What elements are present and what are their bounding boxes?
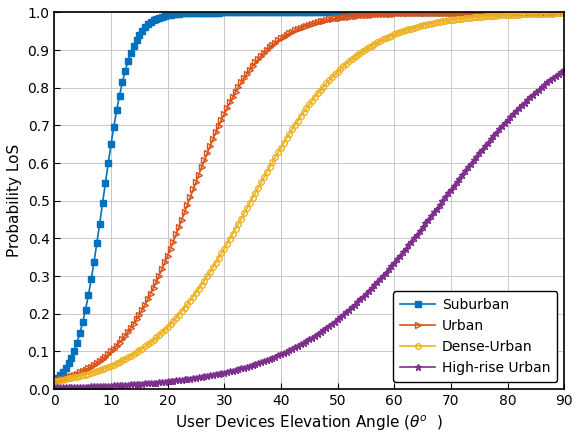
X-axis label: User Devices Elevation Angle ($\theta^o$  ): User Devices Elevation Angle ($\theta^o$… xyxy=(175,414,443,433)
Urban xyxy=(390,11,397,16)
Legend: Suburban, Urban, Dense-Urban, High-rise Urban: Suburban, Urban, Dense-Urban, High-rise … xyxy=(393,291,557,382)
High-rise Urban xyxy=(222,370,229,375)
Dense-Urban xyxy=(222,244,229,249)
Urban xyxy=(434,10,441,15)
Urban xyxy=(222,109,229,114)
Dense-Urban xyxy=(118,359,125,364)
Line: Dense-Urban: Dense-Urban xyxy=(52,11,567,384)
Dense-Urban xyxy=(434,20,441,25)
Dense-Urban xyxy=(390,32,397,37)
Line: Urban: Urban xyxy=(51,9,568,384)
Suburban xyxy=(118,85,125,90)
Dense-Urban xyxy=(142,344,148,349)
Line: High-rise Urban: High-rise Urban xyxy=(51,66,568,391)
Urban xyxy=(51,378,58,383)
Dense-Urban xyxy=(561,11,568,16)
Suburban xyxy=(51,377,58,382)
Suburban xyxy=(558,10,565,15)
High-rise Urban xyxy=(301,339,308,345)
High-rise Urban xyxy=(142,381,148,386)
Urban xyxy=(142,302,148,307)
Suburban xyxy=(390,10,397,15)
Suburban xyxy=(301,10,308,15)
Urban xyxy=(561,10,568,15)
Urban xyxy=(118,338,125,343)
Dense-Urban xyxy=(301,108,308,114)
Suburban xyxy=(561,10,568,15)
Suburban xyxy=(434,10,441,15)
Urban xyxy=(301,24,308,29)
Suburban xyxy=(142,25,148,30)
High-rise Urban xyxy=(434,205,441,210)
Y-axis label: Probability LoS: Probability LoS xyxy=(7,144,22,257)
High-rise Urban xyxy=(51,385,58,390)
High-rise Urban xyxy=(390,261,397,267)
Suburban xyxy=(222,10,229,15)
High-rise Urban xyxy=(561,67,568,73)
Dense-Urban xyxy=(51,378,58,384)
High-rise Urban xyxy=(118,382,125,388)
Line: Suburban: Suburban xyxy=(52,10,567,383)
